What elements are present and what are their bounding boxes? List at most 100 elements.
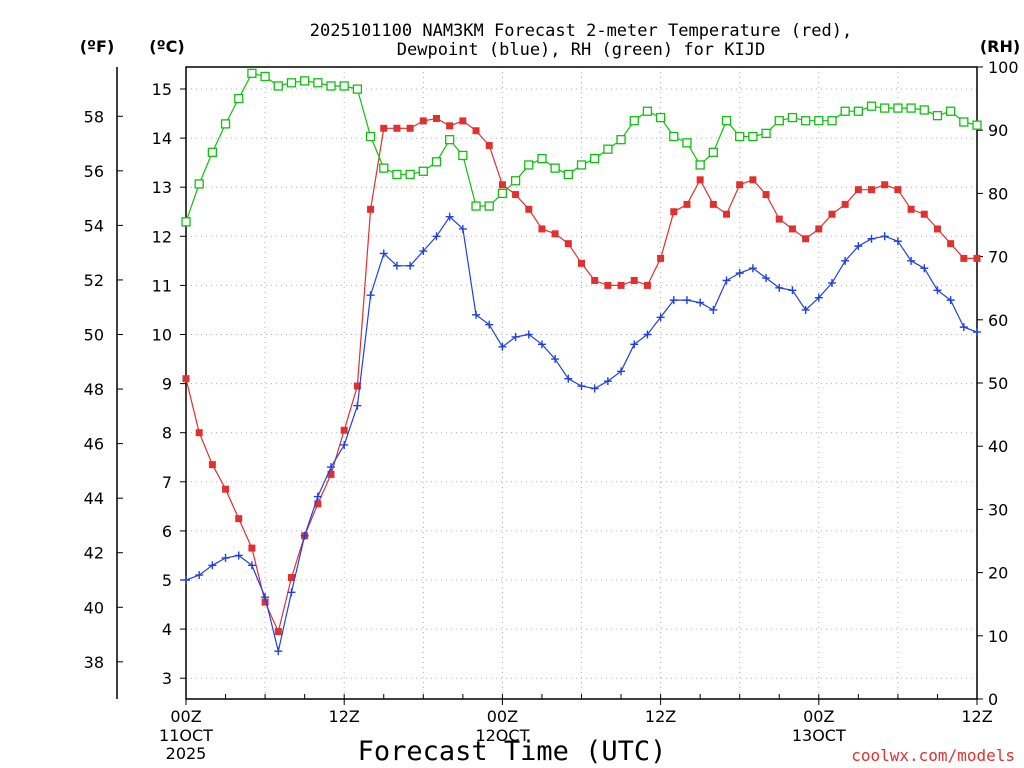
data-point <box>577 382 586 391</box>
data-point <box>802 235 810 243</box>
series-1 <box>182 212 981 656</box>
data-point <box>827 116 837 126</box>
data-point <box>828 210 836 218</box>
data-point <box>512 191 520 199</box>
data-point <box>182 375 190 383</box>
data-point <box>906 103 916 113</box>
data-point <box>551 355 560 364</box>
data-point <box>208 461 216 469</box>
x-tick-year: 2025 <box>166 744 207 763</box>
x-axis-title: Forecast Time (UTC) <box>358 736 667 767</box>
data-point <box>445 135 455 145</box>
c-tick-label: 4 <box>162 620 172 639</box>
data-point <box>893 237 902 246</box>
series-layer <box>181 68 982 656</box>
c-tick-label: 5 <box>162 571 172 590</box>
data-point <box>274 647 283 656</box>
data-point <box>736 181 744 189</box>
data-point <box>788 286 797 295</box>
data-point <box>721 116 732 126</box>
axes: 3456789101112131415384042444648505254565… <box>84 58 1019 763</box>
data-point <box>800 116 811 126</box>
data-point <box>287 588 296 597</box>
data-point <box>207 147 218 157</box>
data-point <box>748 131 758 142</box>
data-point <box>669 296 678 305</box>
data-point <box>472 310 481 319</box>
data-point <box>972 120 982 130</box>
data-point <box>419 247 428 256</box>
data-point <box>194 179 204 189</box>
rh-tick-label: 10 <box>988 627 1008 646</box>
data-point <box>221 553 230 562</box>
data-point <box>366 291 375 300</box>
rh-tick-label: 90 <box>988 121 1008 140</box>
data-point <box>881 181 889 189</box>
data-point <box>748 264 757 273</box>
data-point <box>788 225 796 233</box>
data-point <box>590 384 599 393</box>
data-point <box>801 305 810 314</box>
rh-tick-label: 100 <box>988 58 1019 77</box>
data-point <box>655 112 666 123</box>
x-tick-label: 00Z <box>170 707 201 726</box>
f-tick-label: 52 <box>84 271 104 290</box>
data-point <box>814 293 823 302</box>
f-tick-label: 50 <box>84 326 104 345</box>
data-point <box>314 500 322 508</box>
rh-tick-label: 80 <box>988 184 1008 203</box>
data-point <box>894 186 902 194</box>
data-point <box>735 131 745 142</box>
c-tick-label: 8 <box>162 424 172 443</box>
data-point <box>458 150 468 161</box>
data-point <box>670 208 678 216</box>
series-line <box>185 117 977 634</box>
data-point <box>432 114 440 122</box>
data-point <box>551 230 559 238</box>
x-tick-label: 00Z <box>487 707 518 726</box>
data-point <box>498 181 506 189</box>
f-tick-label: 38 <box>84 653 104 672</box>
x-tick-date: 11OCT <box>159 726 213 745</box>
rh-unit-label: (RH) <box>980 37 1020 56</box>
data-point <box>406 124 414 132</box>
data-point <box>762 191 770 199</box>
f-tick-label: 42 <box>84 544 104 563</box>
data-point <box>576 160 587 170</box>
data-point <box>485 320 494 329</box>
data-point <box>945 106 956 116</box>
data-point <box>537 340 546 349</box>
data-point <box>511 332 520 341</box>
f-tick-label: 48 <box>84 380 104 399</box>
f-tick-label: 56 <box>84 162 104 181</box>
data-point <box>525 205 533 213</box>
data-point <box>907 256 916 265</box>
x-tick-label: 12Z <box>329 707 360 726</box>
data-point <box>630 340 639 349</box>
data-point <box>327 463 336 472</box>
data-point <box>643 281 651 289</box>
data-point <box>181 217 191 227</box>
data-point <box>380 124 388 132</box>
data-point <box>604 281 612 289</box>
data-point <box>286 78 297 88</box>
data-point <box>933 286 942 295</box>
data-point <box>775 215 783 223</box>
data-point <box>406 261 415 270</box>
data-point <box>340 440 349 449</box>
data-point <box>537 153 547 164</box>
data-point <box>723 210 731 218</box>
data-point <box>261 593 270 602</box>
data-point <box>248 544 256 552</box>
c-tick-label: 6 <box>162 522 172 541</box>
data-point <box>630 276 638 284</box>
data-point <box>708 147 718 157</box>
data-point <box>682 138 692 148</box>
data-point <box>919 105 929 115</box>
rh-tick-label: 0 <box>988 690 998 709</box>
data-point <box>815 225 823 233</box>
data-point <box>182 576 190 584</box>
data-point <box>578 259 585 267</box>
data-point <box>379 163 389 173</box>
